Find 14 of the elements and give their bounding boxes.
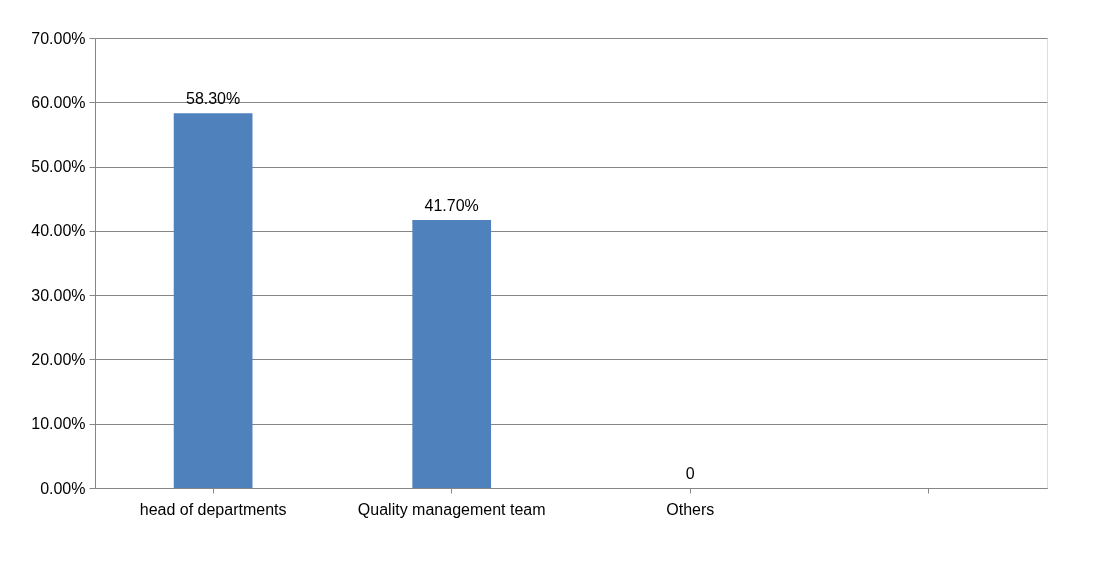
- data-label: 0: [685, 465, 695, 482]
- y-tick-label: 70.00%: [31, 29, 86, 47]
- x-tick-label: Quality management team: [357, 500, 546, 518]
- y-tick-label: 50.00%: [31, 158, 86, 176]
- x-tick-label: Others: [666, 500, 715, 518]
- y-tick-label: 0.00%: [40, 479, 86, 497]
- x-tick-label: head of departments: [139, 500, 287, 518]
- y-tick-label: 10.00%: [31, 415, 86, 433]
- data-label: 58.30%: [185, 90, 241, 108]
- data-label: 41.70%: [424, 196, 479, 214]
- y-tick-label: 20.00%: [31, 350, 86, 368]
- y-tick-label: 60.00%: [31, 93, 86, 111]
- y-tick-label: 40.00%: [31, 222, 86, 240]
- y-tick-label: 30.00%: [31, 286, 86, 304]
